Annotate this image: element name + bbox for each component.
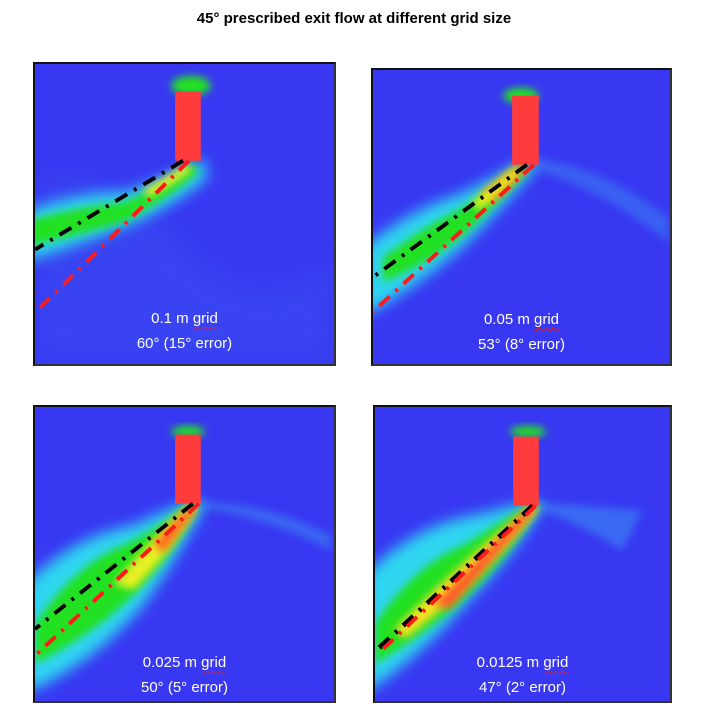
panel-grid-0-0125m: 0.0125 m grid 47° (2° error) [373, 405, 672, 703]
flow-field-visualization [373, 70, 670, 364]
angle-error-label: 60° (15° error) [136, 335, 233, 352]
grid-size-label: 0.025 m grid [142, 654, 227, 671]
obstacle-block [175, 91, 201, 161]
grid-size-label: 0.1 m grid [151, 310, 218, 327]
flow-field-visualization [35, 407, 334, 701]
obstacle-block [175, 434, 201, 504]
panel-caption: 0.0125 m grid 47° (2° error) [375, 650, 670, 700]
grid-size-label: 0.0125 m grid [476, 654, 569, 671]
figure-title: 45° prescribed exit flow at different gr… [196, 10, 512, 27]
panel-caption: 0.025 m grid 50° (5° error) [35, 650, 334, 700]
obstacle-block [513, 436, 539, 506]
obstacle-block [512, 95, 539, 165]
flow-field-visualization [375, 407, 670, 701]
angle-error-label: 53° (8° error) [477, 336, 566, 353]
panel-caption: 0.05 m grid 53° (8° error) [373, 307, 670, 357]
angle-error-label: 50° (5° error) [140, 679, 229, 696]
panel-caption: 0.1 m grid 60° (15° error) [35, 306, 334, 356]
panel-grid-0-1m: 0.1 m grid 60° (15° error) [33, 62, 336, 366]
panel-grid-0-025m: 0.025 m grid 50° (5° error) [33, 405, 336, 703]
grid-size-label: 0.05 m grid [483, 311, 560, 328]
angle-error-label: 47° (2° error) [478, 679, 567, 696]
panel-grid-0-05m: 0.05 m grid 53° (8° error) [371, 68, 672, 366]
flow-field-visualization [35, 64, 334, 364]
